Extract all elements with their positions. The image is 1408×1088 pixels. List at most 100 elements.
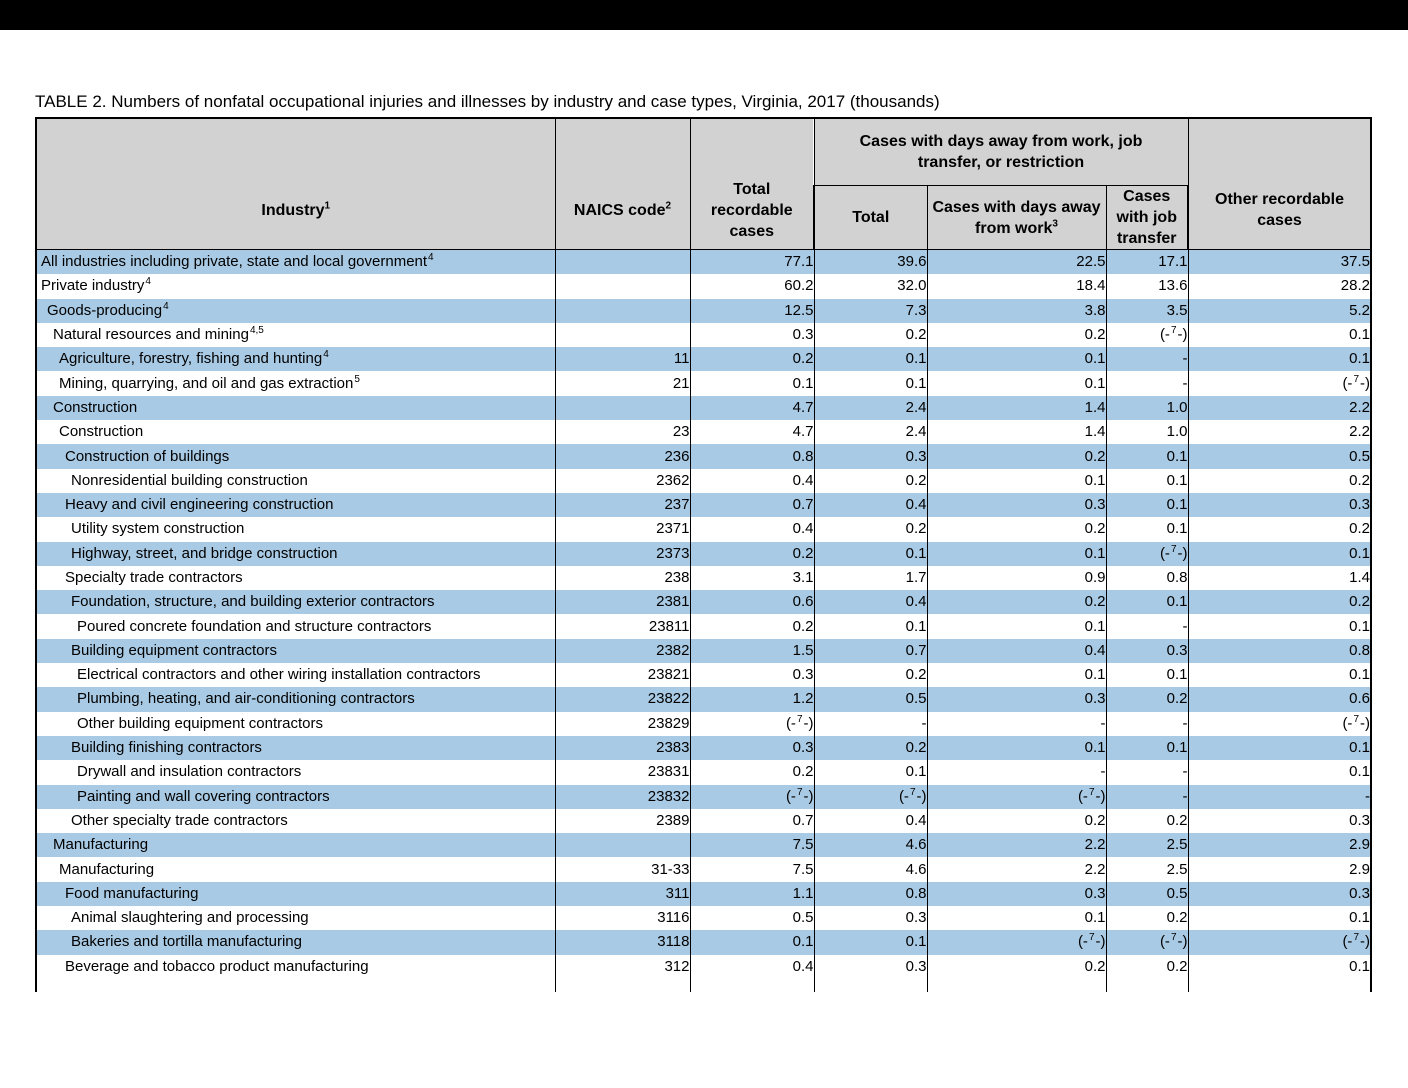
naics-code-cell: 237	[554, 492, 691, 518]
footnote-marker: 4	[163, 300, 169, 312]
dart-total-cell: 0.3	[813, 906, 928, 931]
other-recordable-cell: 0.1	[1187, 760, 1372, 785]
industry-cell: Construction of buildings	[35, 444, 556, 469]
industry-cell: Natural resources and mining4,5	[35, 322, 556, 348]
col-group-header-dart-label: Cases with days away from work, job tran…	[859, 133, 1143, 171]
table-row: Specialty trade contractors 238 3.1 1.7 0.9 0…	[35, 565, 1372, 591]
industry-cell: Construction	[35, 395, 556, 421]
total-recordable-cell: 0.2	[689, 760, 815, 785]
stub-cell	[689, 978, 815, 992]
naics-code-cell: 2389	[554, 808, 691, 834]
days-away-cell: 2.2	[926, 833, 1107, 858]
job-transfer-cell: 13.6	[1105, 274, 1189, 299]
industry-name: Manufacturing	[59, 860, 155, 878]
naics-code-cell: 23811	[554, 614, 691, 639]
other-recordable-cell: 0.1	[1187, 663, 1372, 688]
industry-cell: Drywall and insulation contractors	[35, 760, 556, 785]
dart-total-cell: 0.8	[813, 881, 928, 907]
job-transfer-cell: 0.3	[1105, 638, 1189, 664]
industry-name: Construction	[53, 398, 138, 416]
total-recordable-cell: 0.2	[689, 614, 815, 639]
naics-code-cell: 311	[554, 881, 691, 907]
industry-cell: Other specialty trade contractors	[35, 808, 556, 834]
footnote-marker: 7	[1088, 932, 1095, 944]
days-away-cell: 0.2	[926, 444, 1107, 469]
industry-cell: Goods-producing4	[35, 298, 556, 323]
col-header-dart-total: Total	[813, 185, 928, 250]
total-recordable-cell: 0.4	[689, 954, 815, 979]
industry-name: Highway, street, and bridge construction	[71, 544, 338, 562]
days-away-cell: (-7-)	[926, 784, 1107, 809]
job-transfer-cell: 0.8	[1105, 565, 1189, 591]
total-recordable-cell: 0.3	[689, 735, 815, 761]
table-row: All industries including private, state …	[35, 249, 1372, 275]
dart-total-cell: 0.5	[813, 687, 928, 712]
industry-name: Natural resources and mining	[53, 326, 249, 344]
other-recordable-cell: -	[1187, 784, 1372, 809]
footnote-marker: 7	[909, 786, 916, 798]
days-away-cell: 0.2	[926, 954, 1107, 979]
other-recordable-cell: 2.9	[1187, 857, 1372, 882]
footnote-marker: 7	[1088, 786, 1095, 798]
total-recordable-cell: 0.1	[689, 930, 815, 955]
table-row: Construction 4.7 2.4 1.4 1.0 2.2	[35, 395, 1372, 421]
days-away-cell: 0.1	[926, 371, 1107, 396]
days-away-cell: 1.4	[926, 395, 1107, 421]
footnote-marker: 5	[354, 373, 360, 385]
header-row-sub: Total Cases with days away from work3 Ca…	[36, 185, 1371, 250]
industry-name: Building finishing contractors	[71, 739, 262, 757]
naics-code-cell: 2362	[554, 468, 691, 493]
stub-cell	[813, 978, 928, 992]
industry-cell: Utility system construction	[35, 517, 556, 542]
other-recordable-cell: 0.1	[1187, 906, 1372, 931]
industry-cell: Specialty trade contractors	[35, 565, 556, 591]
days-away-cell: 3.8	[926, 298, 1107, 323]
naics-code-cell: 23829	[554, 711, 691, 736]
job-transfer-cell: 1.0	[1105, 420, 1189, 445]
industry-cell: Private industry4	[35, 274, 556, 299]
job-transfer-cell: 3.5	[1105, 298, 1189, 323]
days-away-cell: 0.2	[926, 808, 1107, 834]
footnote-marker: 7	[1353, 713, 1359, 725]
footnote-marker: 7	[1353, 932, 1359, 944]
dart-total-cell: 39.6	[813, 249, 928, 275]
industry-cell: All industries including private, state …	[35, 249, 556, 275]
days-away-cell: 0.2	[926, 517, 1107, 542]
naics-code-cell	[554, 249, 691, 275]
days-away-cell: 0.9	[926, 565, 1107, 591]
days-away-cell: 0.1	[926, 663, 1107, 688]
job-transfer-cell: 0.1	[1105, 444, 1189, 469]
table-title: TABLE 2. Numbers of nonfatal occupationa…	[35, 92, 940, 111]
job-transfer-cell: 2.5	[1105, 857, 1189, 882]
total-recordable-cell: 12.5	[689, 298, 815, 323]
days-away-cell: -	[926, 760, 1107, 785]
total-recordable-cell: 3.1	[689, 565, 815, 591]
naics-code-cell	[554, 322, 691, 348]
total-recordable-cell: 0.5	[689, 906, 815, 931]
job-transfer-cell: 2.5	[1105, 833, 1189, 858]
footnote-marker: 7	[1353, 373, 1359, 385]
table-row: Plumbing, heating, and air-conditioning …	[35, 687, 1372, 712]
other-recordable-cell: 0.1	[1187, 954, 1372, 979]
table-row: Manufacturing 31-33 7.5 4.6 2.2 2.5 2.9	[35, 857, 1372, 882]
job-transfer-cell: 1.0	[1105, 395, 1189, 421]
industry-name: Goods-producing	[47, 301, 163, 319]
naics-code-cell	[554, 395, 691, 421]
dart-total-cell: 0.2	[813, 322, 928, 348]
days-away-cell: 0.3	[926, 687, 1107, 712]
table-row: Natural resources and mining4,5 0.3 0.2 0.2…	[35, 322, 1372, 348]
dart-total-cell: 4.6	[813, 857, 928, 882]
days-away-cell: 0.2	[926, 590, 1107, 615]
dart-total-cell: 0.4	[813, 808, 928, 834]
col-header-total-recordable-label: Total recordable cases	[710, 180, 793, 240]
table-row: Other building equipment contractors 2382…	[35, 711, 1372, 736]
industry-cell: Animal slaughtering and processing	[35, 906, 556, 931]
days-away-cell: 0.4	[926, 638, 1107, 664]
dart-total-cell: 4.6	[813, 833, 928, 858]
total-recordable-cell: 1.5	[689, 638, 815, 664]
col-header-naics: NAICS code2	[554, 117, 691, 250]
total-recordable-cell: 7.5	[689, 833, 815, 858]
industry-name: Bakeries and tortilla manufacturing	[71, 933, 302, 951]
stub-cell	[926, 978, 1107, 992]
job-transfer-cell: 0.2	[1105, 687, 1189, 712]
